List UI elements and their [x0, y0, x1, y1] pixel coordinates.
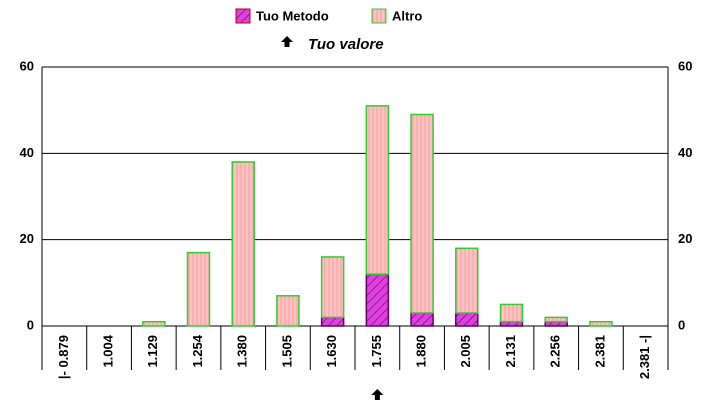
y2-tick-label: 20: [678, 231, 692, 246]
bar-segment: [142, 320, 166, 327]
bar-segment: [544, 316, 568, 323]
x-tick-label: 1.254: [190, 334, 205, 367]
bar-segment: [499, 303, 524, 323]
x-tick-label: 2.381: [592, 335, 607, 368]
x-tick-label: 1.630: [324, 335, 339, 368]
y2-tick-label: 40: [678, 145, 692, 160]
legend-label: Altro: [392, 8, 422, 23]
bar-segment: [410, 113, 434, 314]
x-tick-label: 1.880: [414, 335, 429, 368]
bar-segment: [186, 251, 211, 327]
bar-segment: [455, 312, 479, 327]
y2-tick-label: 0: [678, 317, 685, 332]
y2-tick-label: 60: [678, 58, 692, 73]
bar-segment: [320, 316, 345, 327]
x-tick-label: 1.505: [279, 335, 294, 368]
bar-segment: [589, 320, 613, 327]
bar-segment: [231, 161, 255, 327]
x-tick-label: 1.004: [101, 334, 116, 367]
bar-segment: [365, 105, 390, 275]
y-tick-label: 40: [20, 145, 34, 160]
y-tick-label: 60: [20, 58, 34, 73]
bar-segment: [320, 256, 345, 319]
x-tick-label: 2.131: [503, 335, 518, 368]
legend-swatch: [371, 8, 387, 24]
legend-label: Tuo Metodo: [256, 8, 329, 23]
y-tick-label: 0: [27, 317, 34, 332]
y-tick-label: 20: [20, 231, 34, 246]
bar-segment: [455, 247, 479, 314]
x-tick-label: 1.380: [235, 335, 250, 368]
legend-swatch: [235, 8, 251, 24]
x-tick-label: 2.256: [548, 335, 563, 368]
x-tick-label: 1.129: [145, 335, 160, 368]
x-tick-label: 1.755: [369, 335, 384, 368]
x-tick-label: |- 0.879: [56, 335, 71, 379]
bar-segment: [276, 295, 300, 327]
bar-segment: [365, 273, 390, 327]
arrow-icon: [371, 389, 384, 400]
x-tick-label: 2.381 -|: [637, 335, 652, 379]
bar-segment: [410, 312, 434, 327]
annotation-label: Tuo valore: [308, 36, 384, 53]
x-tick-label: 2.005: [458, 335, 473, 368]
arrow-icon: [281, 36, 293, 47]
